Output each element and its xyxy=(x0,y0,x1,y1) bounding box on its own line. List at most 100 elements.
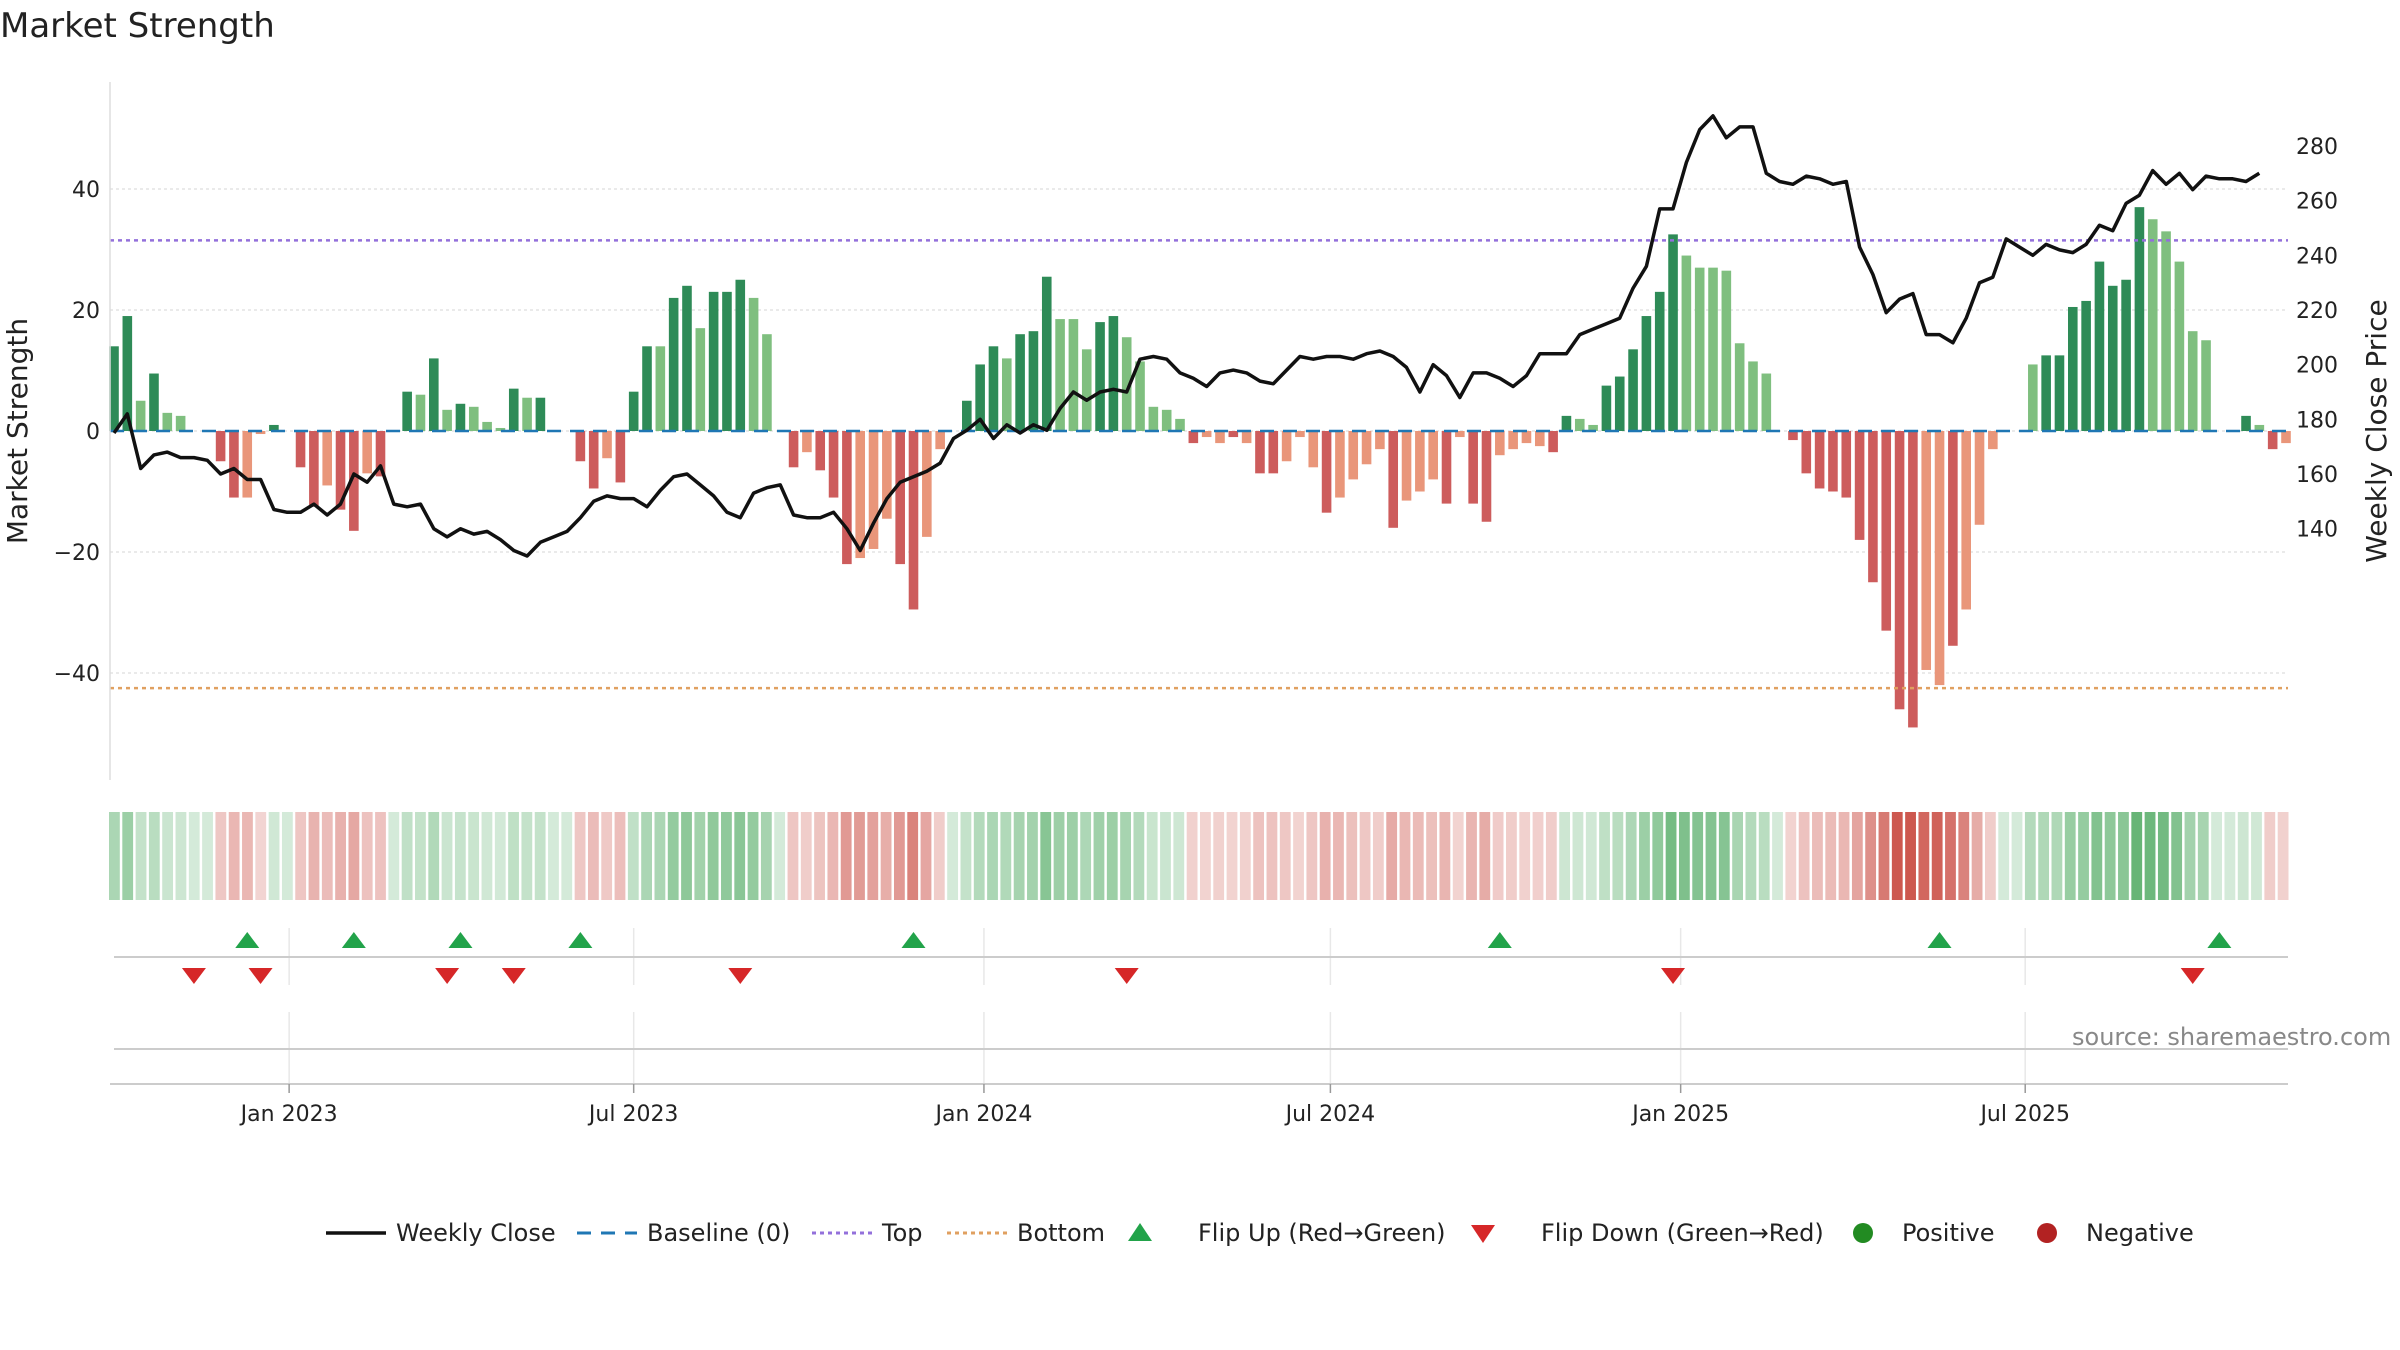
strength-bar xyxy=(2068,306,2078,431)
left-tick-label: −20 xyxy=(54,541,100,566)
heat-cell xyxy=(1173,812,1185,900)
strength-bar xyxy=(1948,431,1958,646)
right-tick-label: 280 xyxy=(2296,135,2338,160)
strength-bar xyxy=(255,431,266,435)
strength-bar xyxy=(162,412,173,431)
strength-bar xyxy=(1375,431,1385,450)
strength-bar xyxy=(362,431,372,474)
strength-bar xyxy=(575,431,586,462)
strength-bar xyxy=(482,421,492,431)
heat-cell xyxy=(960,812,972,900)
heat-cell xyxy=(1718,812,1730,900)
heat-cell xyxy=(1160,812,1171,900)
reference-lines xyxy=(110,239,2288,690)
heat-cell xyxy=(2038,812,2050,900)
heat-cell xyxy=(587,812,599,900)
heat-cell xyxy=(388,812,400,900)
strength-bar xyxy=(708,291,719,431)
strength-bar xyxy=(1335,431,1345,498)
heat-cell xyxy=(973,812,985,900)
legend-flip-up-label: Flip Up (Red→Green) xyxy=(1198,1219,1446,1247)
strength-bar xyxy=(762,334,772,431)
right-tick-label: 220 xyxy=(2296,299,2338,324)
heat-cell xyxy=(2118,812,2129,900)
legend-weekly-close-label: Weekly Close xyxy=(396,1219,556,1247)
strength-bar xyxy=(2254,424,2265,431)
strength-bar xyxy=(429,358,439,431)
heat-cell xyxy=(1612,812,1624,900)
date-axis: Jan 2023 Jul 2023 Jan 2024 Jul 2024 Jan 2025… xyxy=(110,1083,2288,1127)
heat-cell xyxy=(122,812,134,900)
heat-cell xyxy=(441,812,453,900)
heat-cell xyxy=(1253,812,1265,900)
strength-bar xyxy=(349,431,359,531)
heat-cell xyxy=(268,812,280,900)
strength-bar xyxy=(895,431,905,565)
heat-cell xyxy=(1013,812,1025,900)
heat-cell xyxy=(1918,812,1930,900)
strength-bar xyxy=(1614,376,1625,431)
flip-up-marker xyxy=(2207,932,2232,948)
heat-cell xyxy=(242,812,253,900)
heat-cell xyxy=(2051,812,2063,900)
heat-cell xyxy=(774,812,786,900)
strength-bar xyxy=(1081,349,1092,431)
heat-cell xyxy=(1040,812,1052,900)
strength-bar xyxy=(1841,431,1852,498)
heat-cell xyxy=(1851,812,1863,900)
strength-bar xyxy=(1281,431,1292,462)
strength-bar xyxy=(1641,316,1652,431)
strength-bar xyxy=(1628,349,1638,431)
strength-bar xyxy=(442,409,452,431)
left-tick-label: −40 xyxy=(54,662,100,687)
heat-cell xyxy=(1186,812,1198,900)
strength-bar xyxy=(1028,331,1039,431)
heat-cell xyxy=(1359,812,1371,900)
flip-up-marker xyxy=(901,932,926,948)
heat-cell xyxy=(947,812,959,900)
heat-cell xyxy=(2237,812,2249,900)
strength-bar xyxy=(2161,231,2171,431)
heat-cell xyxy=(1053,812,1065,900)
strength-bar xyxy=(922,431,932,537)
strength-bars xyxy=(109,207,2291,728)
strength-bar xyxy=(1295,431,1305,438)
strength-bar xyxy=(615,431,626,483)
strength-bar xyxy=(695,328,706,431)
strength-bar xyxy=(1108,316,1119,431)
heat-cell xyxy=(601,812,613,900)
heat-cell xyxy=(1745,812,1757,900)
strength-bar xyxy=(788,431,799,468)
strength-bar xyxy=(1055,319,1065,431)
strength-bar xyxy=(295,431,306,468)
heat-cell xyxy=(1146,812,1158,900)
heat-cell xyxy=(1439,812,1451,900)
heat-cell xyxy=(1772,812,1783,900)
weekly-close-line xyxy=(112,114,2261,558)
heat-cell xyxy=(1000,812,1012,900)
strength-bar xyxy=(175,415,186,431)
flip-down-marker xyxy=(435,968,460,984)
heat-cell xyxy=(1559,812,1571,900)
strength-bar xyxy=(1548,431,1558,453)
heat-cell xyxy=(548,812,559,900)
strength-bar xyxy=(269,424,279,431)
strength-bar xyxy=(1041,276,1052,431)
strength-bar xyxy=(1748,361,1758,431)
flip-down-marker xyxy=(1661,968,1686,984)
heat-cell xyxy=(534,812,546,900)
legend-baseline-label: Baseline (0) xyxy=(647,1219,790,1247)
heat-cell xyxy=(1106,812,1118,900)
heat-cell xyxy=(747,812,759,900)
strength-bar xyxy=(602,431,612,459)
strength-bar xyxy=(1148,406,1159,431)
strength-bar xyxy=(828,431,839,498)
strength-bar xyxy=(1495,431,1505,456)
heat-cell xyxy=(454,812,466,900)
flip-down-marker xyxy=(181,968,206,984)
strength-bar xyxy=(1534,431,1545,447)
strength-bar xyxy=(1161,409,1172,431)
strength-bar xyxy=(402,391,412,431)
heat-cell xyxy=(175,812,187,900)
